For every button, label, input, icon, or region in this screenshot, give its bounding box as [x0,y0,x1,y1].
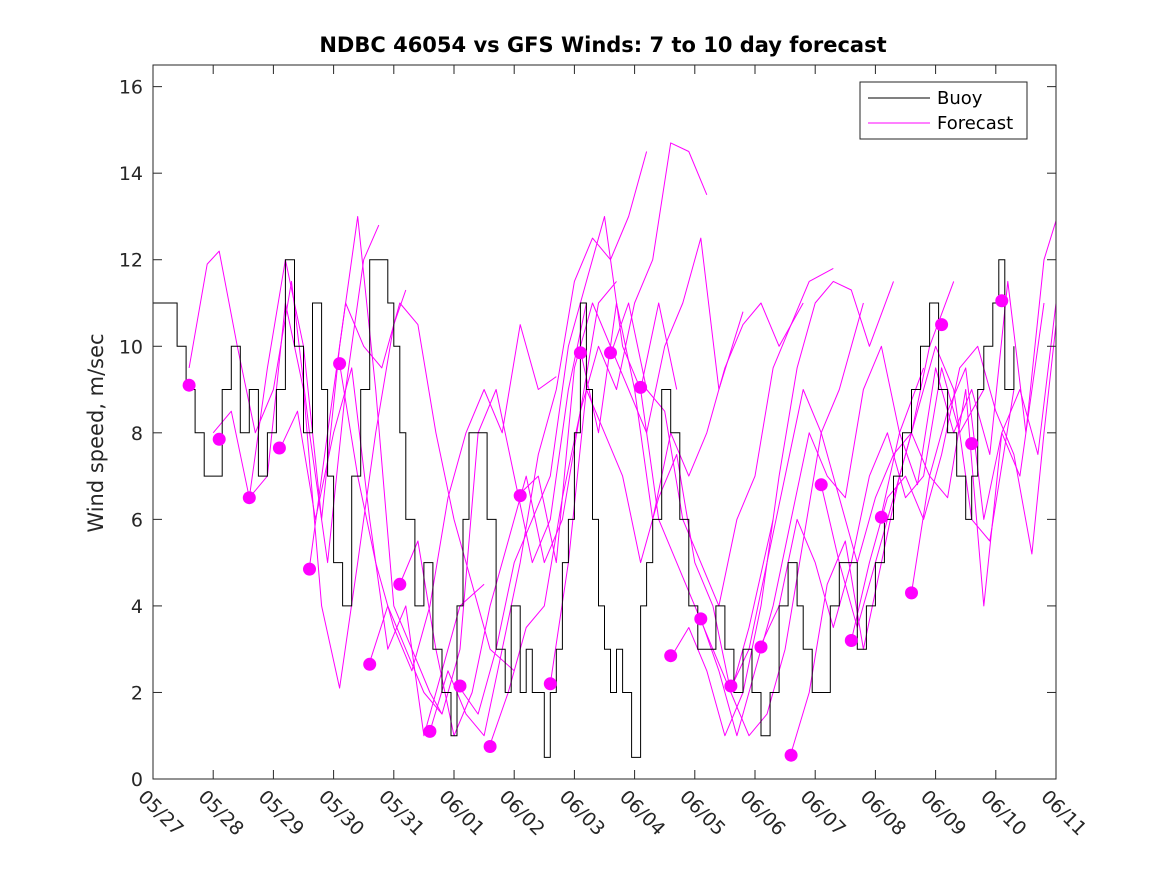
forecast-line-23 [850,324,1056,641]
forecast-point-4 [272,441,286,455]
forecast-point-3 [242,491,256,505]
forecast-point-8 [393,577,407,591]
axes-box [152,64,1057,780]
forecast-point-25 [905,586,918,600]
forecast-line-14 [579,302,804,520]
forecast-point-6 [333,357,347,371]
forecast-line-17 [670,280,894,737]
forecast-line-24 [880,220,1056,516]
y-tick-label: 6 [131,509,143,531]
y-tick-label: 16 [119,77,143,99]
forecast-point-17 [664,649,678,663]
forecast-point-9 [423,724,437,738]
forecast-points [182,294,1009,762]
forecast-point-16 [634,380,648,394]
forecast-line-3 [248,216,443,715]
forecast-point-27 [965,437,979,451]
y-axis-label: Wind speed, m/sec [84,333,108,532]
forecast-line-18 [700,345,925,737]
forecast-point-10 [453,679,467,693]
forecast-point-21 [784,748,798,762]
chart-title: NDBC 46054 vs GFS Winds: 7 to 10 day for… [319,33,886,57]
y-tick-label: 0 [131,769,143,791]
buoy-line [153,259,1015,758]
forecast-line-2 [212,289,407,689]
forecast-point-13 [543,677,557,691]
y-tick-label: 12 [119,250,143,272]
buoy-series [153,259,1015,758]
forecast-line-6 [339,324,557,672]
forecast-line-12 [519,237,744,564]
forecast-point-26 [935,318,949,332]
forecast-point-18 [694,612,708,626]
forecast-point-19 [724,679,738,693]
forecast-point-5 [303,562,316,576]
forecast-point-22 [814,478,828,492]
forecast-point-14 [573,346,587,360]
forecast-point-15 [604,346,617,360]
forecast-point-11 [483,740,497,753]
legend-box [859,81,1028,140]
forecast-point-20 [754,640,768,654]
legend-label-buoy: Buoy [937,88,983,109]
forecast-line-4 [278,367,485,737]
y-axis: 0 2 4 6 8 10 12 14 16 [119,77,1056,791]
legend: Buoy Forecast [859,81,1028,140]
y-tick-label: 10 [119,336,143,358]
forecast-line-20 [760,367,985,646]
y-tick-label: 2 [131,682,143,704]
forecast-point-23 [844,634,858,647]
forecast-line-5 [309,302,515,672]
forecast-point-12 [513,489,527,503]
forecast-point-24 [874,510,888,524]
y-tick-label: 4 [131,596,143,618]
forecast-point-1 [182,378,196,392]
forecast-line-25 [911,302,1056,607]
y-tick-label: 8 [131,423,143,445]
y-tick-label: 14 [119,163,143,185]
forecast-point-7 [363,657,377,671]
forecast-point-28 [995,294,1009,308]
legend-label-forecast: Forecast [937,113,1013,134]
forecast-point-2 [212,432,226,446]
forecast-line-11 [489,142,708,745]
